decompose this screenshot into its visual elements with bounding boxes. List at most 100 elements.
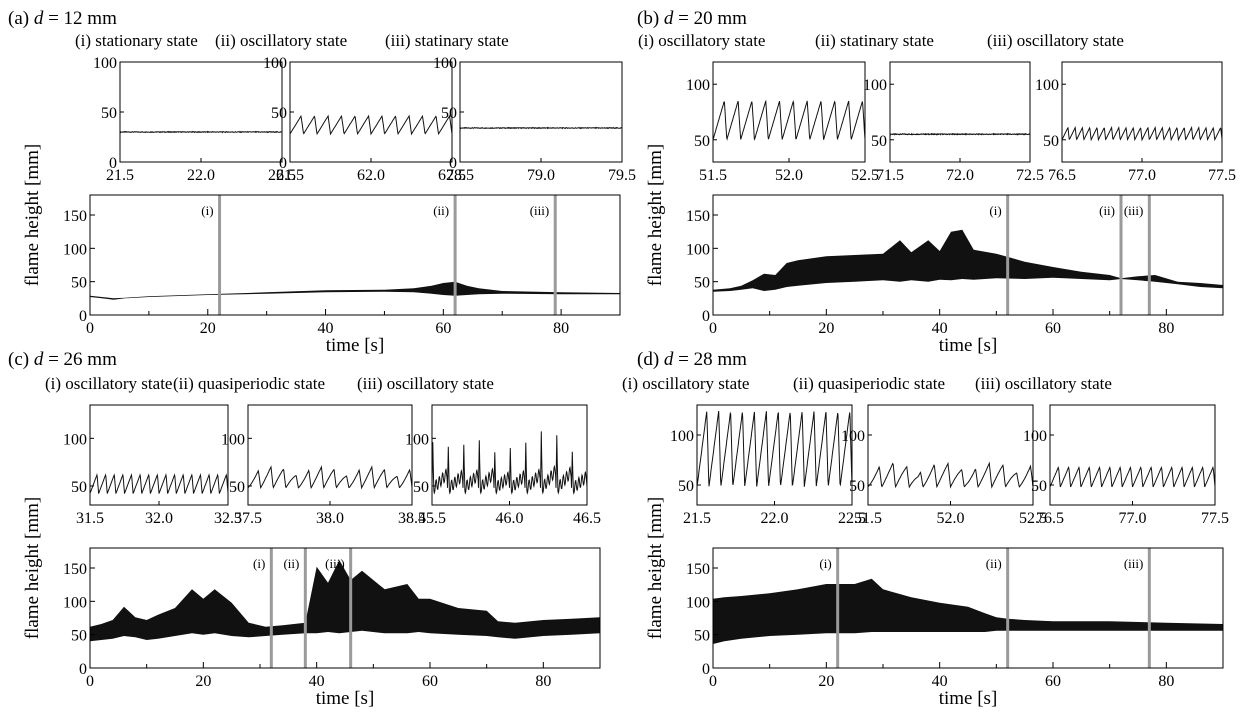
y-tick-label: 100 (1035, 77, 1059, 94)
panel-d-symbol: d (34, 8, 44, 29)
x-tick-label: 38.0 (316, 510, 344, 527)
inset-title: (ii) statinary state (815, 31, 934, 50)
panel-letter: (a) (8, 8, 34, 29)
main-frame (89, 547, 601, 669)
inset-trace (867, 461, 1034, 489)
inset-title: (ii) quasiperiodic state (793, 374, 945, 393)
main-frame (89, 194, 621, 316)
inset-3: (iii) oscillatory state 45.5 46.0 46.5 50 100 (357, 374, 601, 527)
main-frame (712, 547, 1224, 669)
x-tick-label: 60 (1045, 320, 1061, 337)
main-plot: (i) (ii) (iii) 0 20 40 60 80 0 50 100 150 time [s] fl… (645, 497, 1224, 709)
y-tick-label: 0 (79, 308, 87, 325)
inset-title: (iii) oscillatory state (975, 374, 1112, 393)
time-marker-label: (iii) (325, 556, 345, 571)
x-tick-label: 46.5 (573, 510, 601, 527)
x-tick-label: 77.5 (1208, 167, 1236, 184)
y-tick-label: 100 (63, 241, 87, 258)
inset-title: (i) oscillatory state (638, 31, 765, 50)
x-tick-label: 60 (422, 673, 438, 690)
inset-1: (i) oscillatory state 51.5 52.0 52.5 50 100 (638, 31, 879, 184)
main-frame (712, 194, 1224, 316)
x-tick-label: 31.5 (76, 510, 104, 527)
time-marker-label: (i) (819, 556, 831, 571)
inset-trace (712, 99, 866, 141)
inset-frame (247, 404, 413, 506)
x-tick-label: 40 (309, 673, 325, 690)
y-tick-label: 50 (1043, 133, 1059, 150)
y-tick-label: 0 (702, 308, 710, 325)
inset-frame (119, 61, 283, 163)
y-tick-label: 50 (849, 478, 865, 495)
panel-title: (c) d = 26 mm (8, 349, 117, 370)
x-tick-label: 72.0 (946, 167, 974, 184)
y-tick-label: 50 (678, 478, 694, 495)
y-tick-label: 100 (93, 55, 117, 72)
y-tick-label: 100 (405, 431, 429, 448)
inset-2: (ii) quasiperiodic state 37.5 38.0 38.5 50 10… (173, 374, 426, 527)
inset-frame (1061, 61, 1223, 163)
x-tick-label: 51.5 (699, 167, 727, 184)
x-tick-label: 60 (435, 320, 451, 337)
panel-letter: (d) (637, 349, 664, 370)
y-tick-label: 50 (694, 133, 710, 150)
x-tick-label: 40 (932, 320, 948, 337)
panel-title: (a) d = 12 mm (8, 8, 117, 29)
y-tick-label: 100 (670, 428, 694, 445)
x-tick-label: 40 (932, 673, 948, 690)
y-tick-label: 100 (863, 77, 887, 94)
time-marker-label: (ii) (986, 556, 1002, 571)
x-tick-label: 52.0 (775, 167, 803, 184)
x-tick-label: 62.0 (357, 167, 385, 184)
inset-trace (889, 132, 1031, 136)
inset-trace (119, 130, 283, 134)
x-tick-label: 52.0 (937, 510, 965, 527)
x-tick-label: 77.5 (1201, 510, 1229, 527)
x-tick-label: 0 (709, 673, 717, 690)
inset-trace (459, 126, 623, 130)
x-tick-label: 32.0 (145, 510, 173, 527)
time-marker-label: (iii) (530, 203, 550, 218)
signal-envelope (713, 229, 1223, 292)
y-tick-label: 100 (686, 594, 710, 611)
x-tick-label: 77.0 (1128, 167, 1156, 184)
y-tick-label: 50 (271, 105, 287, 122)
x-axis-label: time [s] (939, 335, 998, 356)
y-tick-label: 100 (686, 77, 710, 94)
inset-title: (iii) statinary state (385, 31, 509, 50)
y-tick-label: 100 (263, 55, 287, 72)
panel-a: (a) d = 12 mm (i) stationary state 21.5 22.… (8, 8, 636, 356)
inset-frame (889, 61, 1031, 163)
y-tick-label: 50 (229, 479, 245, 496)
x-tick-label: 21.5 (683, 510, 711, 527)
inset-title: (iii) oscillatory state (357, 374, 494, 393)
y-tick-label: 0 (702, 661, 710, 678)
signal-envelope (90, 560, 600, 642)
y-axis-label: flame height [mm] (22, 144, 43, 286)
time-marker-label: (i) (253, 556, 265, 571)
panel-d-value: = 26 mm (43, 349, 117, 370)
y-tick-label: 50 (71, 479, 87, 496)
x-tick-label: 80 (553, 320, 569, 337)
y-tick-label: 150 (686, 561, 710, 578)
y-tick-label: 100 (841, 428, 865, 445)
inset-trace (1061, 125, 1223, 142)
inset-title: (i) stationary state (75, 31, 198, 50)
signal-envelope (90, 281, 620, 300)
x-tick-label: 51.5 (854, 510, 882, 527)
x-tick-label: 79.0 (527, 167, 555, 184)
x-tick-label: 20 (818, 673, 834, 690)
x-axis-label: time [s] (939, 688, 998, 709)
time-marker-label: (i) (989, 203, 1001, 218)
y-tick-label: 0 (109, 155, 117, 172)
y-tick-label: 100 (63, 594, 87, 611)
x-tick-label: 61.5 (276, 167, 304, 184)
inset-3: (iii) statinary state 78.5 79.0 79.5 0 50 100 (385, 31, 636, 184)
inset-2: (ii) statinary state 71.5 72.0 72.5 50 100 (815, 31, 1044, 184)
x-tick-label: 80 (1158, 320, 1174, 337)
y-tick-label: 100 (1023, 428, 1047, 445)
y-tick-label: 150 (63, 561, 87, 578)
inset-trace (696, 410, 853, 488)
x-tick-label: 0 (86, 320, 94, 337)
